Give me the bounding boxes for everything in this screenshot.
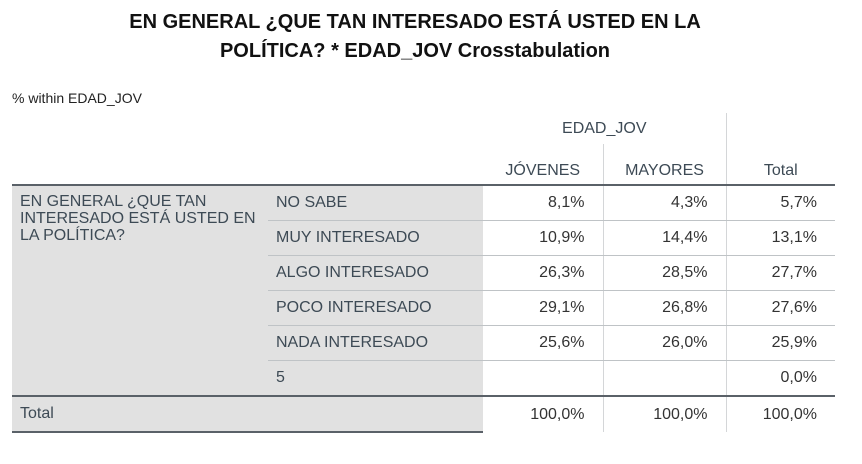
column-header-jovenes: JÓVENES	[505, 162, 581, 179]
row-category-label: NO SABE	[268, 184, 483, 221]
cell-mayores: 26,0%	[602, 325, 726, 361]
table-subtitle: % within EDAD_JOV	[12, 90, 142, 106]
cell-mayores: 100,0%	[602, 395, 726, 432]
row-category-label: NADA INTERESADO	[268, 325, 483, 361]
cell-total: 0,0%	[725, 360, 835, 396]
cell-total: 13,1%	[725, 220, 835, 256]
cell-total: 100,0%	[725, 395, 835, 432]
cell-total: 27,7%	[725, 255, 835, 291]
cell-total: 5,7%	[725, 184, 835, 221]
cell-jovenes: 25,6%	[483, 325, 603, 361]
table-title: EN GENERAL ¿QUE TAN INTERESADO ESTÁ USTE…	[0, 8, 830, 66]
cell-jovenes: 100,0%	[483, 395, 603, 432]
cell-jovenes	[483, 361, 603, 397]
cell-jovenes: 29,1%	[483, 290, 603, 326]
column-group-header: EDAD_JOV	[562, 119, 647, 137]
table-row: ALGO INTERESADO 26,3% 28,5% 27,7%	[12, 255, 835, 291]
row-category-label: MUY INTERESADO	[268, 220, 483, 256]
table-row: MUY INTERESADO 10,9% 14,4% 13,1%	[12, 220, 835, 256]
crosstab-table: EDAD_JOV JÓVENES MAYORES Total EN GENERA…	[12, 113, 835, 433]
cell-mayores: 14,4%	[602, 220, 726, 256]
row-category-label: ALGO INTERESADO	[268, 255, 483, 291]
cell-mayores: 26,8%	[602, 290, 726, 326]
cell-total: 27,6%	[725, 290, 835, 326]
cell-mayores: 4,3%	[602, 184, 726, 221]
table-row: NADA INTERESADO 25,6% 26,0% 25,9%	[12, 325, 835, 361]
row-variable-label: EN GENERAL ¿QUE TAN INTERESADO ESTÁ USTE…	[12, 184, 268, 396]
table-row: 5 0,0%	[12, 360, 835, 397]
cell-jovenes: 8,1%	[483, 184, 603, 221]
header-row-columns: JÓVENES MAYORES Total	[12, 144, 835, 185]
table-row: EN GENERAL ¿QUE TAN INTERESADO ESTÁ USTE…	[12, 184, 835, 396]
cell-jovenes: 10,9%	[483, 220, 603, 256]
column-header-total: Total	[725, 144, 835, 185]
column-header-mayores: MAYORES	[602, 144, 726, 185]
row-category-label: 5	[268, 360, 483, 396]
cell-total: 25,9%	[725, 325, 835, 361]
header-row-group: EDAD_JOV	[12, 113, 835, 144]
title-line-2: POLÍTICA? * EDAD_JOV Crosstabulation	[219, 40, 611, 62]
total-label: Total	[12, 395, 483, 433]
cell-mayores: 28,5%	[602, 255, 726, 291]
cell-jovenes: 26,3%	[483, 255, 603, 291]
row-category-label: POCO INTERESADO	[268, 290, 483, 326]
total-row: Total 100,0% 100,0% 100,0%	[12, 395, 835, 433]
title-line-1: EN GENERAL ¿QUE TAN INTERESADO ESTÁ USTE…	[129, 11, 701, 33]
cell-mayores	[602, 360, 726, 396]
table-row: POCO INTERESADO 29,1% 26,8% 27,6%	[12, 290, 835, 326]
